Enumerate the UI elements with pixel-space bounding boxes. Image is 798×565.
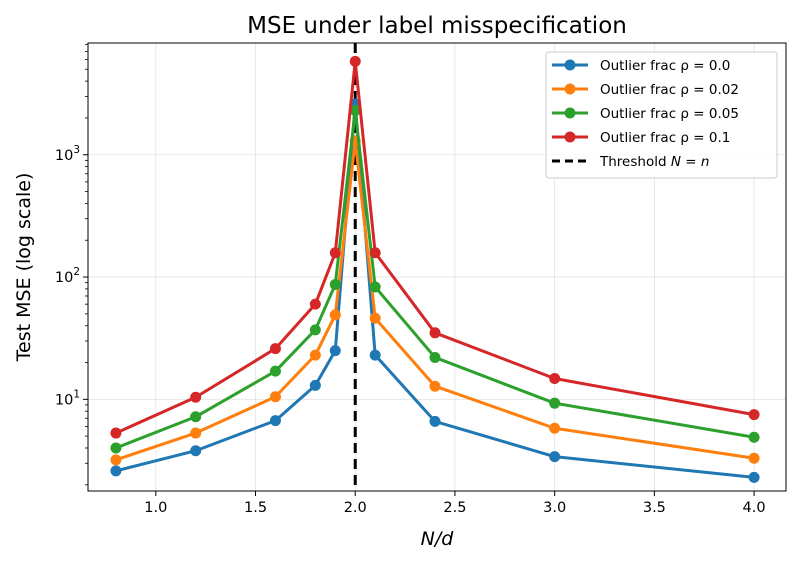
data-point bbox=[549, 422, 561, 434]
data-point bbox=[269, 391, 281, 403]
series-2 bbox=[110, 105, 760, 454]
x-tick-label: 1.5 bbox=[244, 500, 267, 516]
data-point bbox=[309, 298, 321, 310]
legend-marker bbox=[564, 131, 576, 143]
legend-marker bbox=[564, 107, 576, 119]
data-point bbox=[349, 55, 361, 67]
data-point bbox=[269, 415, 281, 427]
data-point bbox=[748, 471, 760, 483]
data-point bbox=[309, 324, 321, 336]
data-point bbox=[110, 427, 122, 439]
data-point bbox=[369, 281, 381, 293]
data-point bbox=[110, 465, 122, 477]
series-line bbox=[115, 59, 755, 435]
series-1 bbox=[110, 135, 760, 466]
y-tick-label: 103 bbox=[55, 144, 80, 164]
legend-box bbox=[545, 51, 778, 179]
data-point bbox=[748, 409, 760, 421]
legend-label: Outlier frac ρ = 0.0 bbox=[600, 58, 730, 74]
x-axis-label: N/d bbox=[421, 528, 455, 550]
data-point bbox=[329, 345, 341, 357]
data-point bbox=[369, 247, 381, 259]
data-point bbox=[329, 247, 341, 259]
legend-label: Outlier frac ρ = 0.05 bbox=[600, 106, 739, 122]
series-line bbox=[115, 109, 755, 450]
x-axis: 1.0 1.5 2.0 2.5 3.0 3.5 4.0 bbox=[144, 491, 766, 516]
legend-marker bbox=[564, 59, 576, 71]
plot-frame bbox=[87, 42, 787, 492]
x-tick-label: 1.0 bbox=[144, 500, 167, 516]
data-point bbox=[549, 397, 561, 409]
x-tick-label: 3.0 bbox=[543, 500, 566, 516]
y-tick-label: 101 bbox=[55, 388, 80, 408]
chart-title: MSE under label misspecification bbox=[247, 13, 627, 39]
series-3 bbox=[110, 55, 760, 439]
legend-label: Outlier frac ρ = 0.02 bbox=[600, 82, 739, 98]
legend-label: Threshold N = n bbox=[599, 154, 709, 170]
data-point bbox=[349, 105, 361, 117]
data-point bbox=[429, 380, 441, 392]
data-point bbox=[549, 451, 561, 463]
data-point bbox=[190, 391, 202, 403]
y-tick-label: 102 bbox=[55, 266, 80, 286]
data-point bbox=[369, 349, 381, 361]
data-point bbox=[429, 415, 441, 427]
x-tick-label: 2.5 bbox=[443, 500, 466, 516]
data-point bbox=[329, 309, 341, 321]
data-point bbox=[369, 312, 381, 324]
x-tick-label: 3.5 bbox=[643, 500, 666, 516]
data-point bbox=[329, 278, 341, 290]
series-line bbox=[115, 139, 755, 462]
y-axis: 101 102 103 bbox=[55, 43, 88, 486]
data-point bbox=[549, 373, 561, 385]
data-point bbox=[429, 327, 441, 339]
data-point bbox=[748, 452, 760, 464]
series-group bbox=[110, 55, 760, 483]
legend-label: Outlier frac ρ = 0.1 bbox=[600, 130, 730, 146]
legend-marker bbox=[564, 83, 576, 95]
data-point bbox=[190, 445, 202, 457]
legend: Outlier frac ρ = 0.0 Outlier frac ρ = 0.0… bbox=[545, 51, 778, 179]
data-point bbox=[309, 379, 321, 391]
data-point bbox=[190, 427, 202, 439]
y-axis-label: Test MSE (log scale) bbox=[13, 173, 35, 363]
data-point bbox=[269, 343, 281, 355]
data-point bbox=[748, 431, 760, 443]
data-point bbox=[110, 454, 122, 466]
data-point bbox=[269, 365, 281, 377]
x-tick-label: 4.0 bbox=[743, 500, 766, 516]
x-tick-label: 2.0 bbox=[344, 500, 367, 516]
data-point bbox=[110, 442, 122, 454]
data-point bbox=[190, 411, 202, 423]
data-point bbox=[429, 351, 441, 363]
data-point bbox=[309, 349, 321, 361]
